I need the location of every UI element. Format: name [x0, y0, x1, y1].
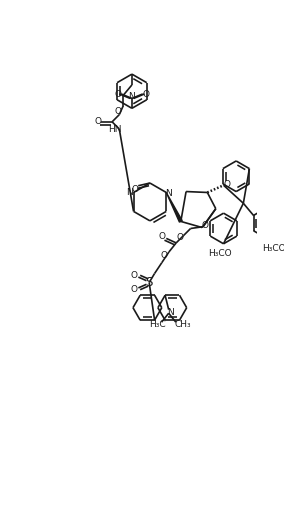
Text: H₃CO: H₃CO — [262, 244, 284, 253]
Text: O: O — [143, 90, 150, 99]
Text: O: O — [94, 117, 101, 126]
Text: O: O — [158, 232, 165, 241]
Text: CH₃: CH₃ — [175, 320, 191, 329]
Text: N: N — [165, 189, 172, 198]
Text: O: O — [130, 271, 137, 280]
Text: O: O — [176, 233, 183, 242]
Text: O: O — [114, 106, 121, 115]
Text: O: O — [131, 185, 138, 194]
Polygon shape — [166, 193, 182, 222]
Text: O: O — [201, 221, 208, 230]
Text: O: O — [130, 285, 137, 294]
Text: O: O — [224, 180, 231, 189]
Text: O: O — [161, 251, 168, 260]
Text: H₃CO: H₃CO — [208, 249, 232, 258]
Text: N: N — [167, 308, 174, 317]
Text: HN: HN — [108, 124, 122, 133]
Text: O: O — [114, 90, 121, 99]
Text: S: S — [145, 276, 153, 289]
Text: H₃C: H₃C — [150, 320, 166, 329]
Text: N: N — [129, 92, 135, 101]
Text: N: N — [126, 188, 132, 197]
